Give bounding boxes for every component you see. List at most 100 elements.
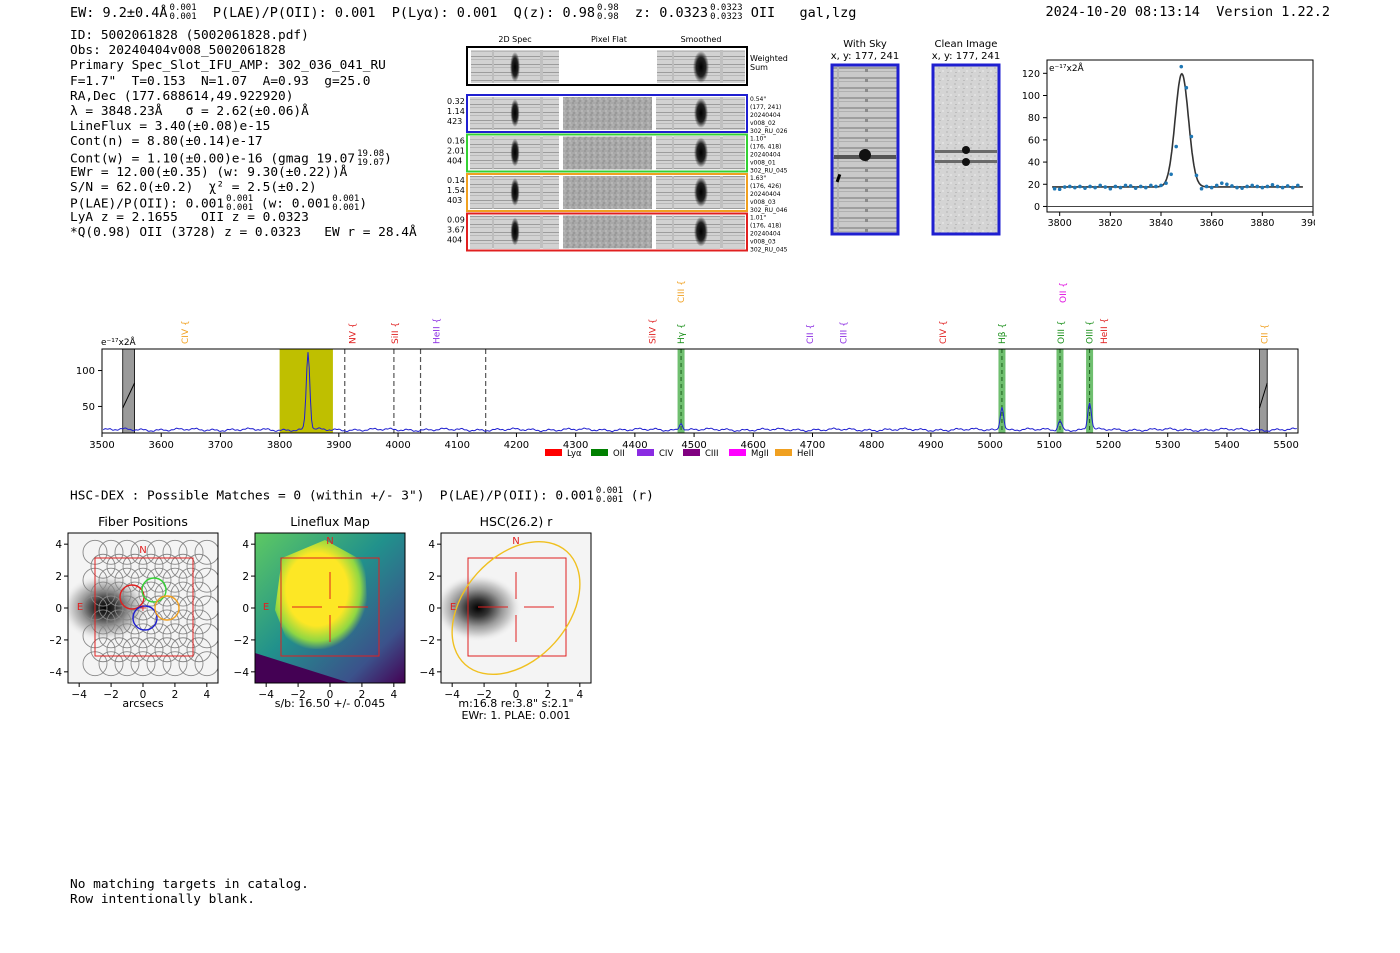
spectrum-xtick-label: 4300 (563, 440, 588, 451)
fiber-circle (98, 539, 124, 565)
hsc-image-xlabel2: EWr: 1. PLAE: 0.001 (461, 709, 570, 722)
line-fit-point (1123, 183, 1128, 188)
panel-xtick-label: −2 (476, 689, 491, 701)
cutout-row-right-label: v008_03 (750, 199, 776, 206)
panel-ytick-label: 0 (55, 603, 62, 615)
cutout-row-right-label: 1.63" (750, 175, 766, 182)
fiber-circle (178, 539, 204, 565)
line-fit-xtick-label: 3900 (1301, 218, 1315, 229)
cutout-row-right-label: 302_RU_045 (750, 168, 788, 175)
hsc-image-compass-e: E (450, 602, 456, 613)
header-class: gal,lzg (799, 5, 857, 21)
hsc-plae-err: 0.001 0.001 (596, 487, 623, 505)
line-fit-point (1214, 183, 1219, 188)
cutout-row-left-label: 404 (447, 157, 462, 166)
line-fit-point (1088, 184, 1092, 189)
panel-ytick-label: −4 (420, 667, 436, 679)
spectrum-xtick-label: 5400 (1214, 440, 1239, 451)
lineflux-map-edge (255, 653, 350, 683)
spectrum-line-marker-label: CIII { (677, 280, 687, 303)
bottom-panels: Fiber Positions + N E arcsecs −4 −2 0 2 4 4 2 0… (50, 514, 592, 722)
fiber-positions-title: Fiber Positions (98, 514, 188, 529)
info-plae: P(LAE)/P(OII): 0.001 0.001 0.001 (w: 0.001… (70, 195, 417, 213)
spectrum-legend-swatch (591, 449, 608, 456)
cutout-row-left-label: 3.67 (447, 226, 465, 235)
spectrum-line-marker-label: Hβ { (998, 323, 1008, 344)
fiber-circle (98, 567, 124, 593)
line-fit-point (1290, 185, 1295, 190)
fiber-circle (154, 581, 180, 607)
fiber-cutout-grid: 2D Spec Pixel Flat Smoothed Weighted Sum… (447, 35, 788, 254)
line-fit-point (1270, 183, 1275, 187)
sky-panels: With Sky x, y: 177, 241 Clean Image x, y… (830, 39, 1001, 236)
clean-image-xy: x, y: 177, 241 (932, 51, 1001, 62)
panel-xtick-label: 0 (140, 689, 147, 701)
line-fit-point (1108, 186, 1113, 191)
panel-xtick-label: −4 (71, 689, 87, 701)
spectrum-xtick-label: 4000 (385, 440, 410, 451)
info-lya-oii: LyA z = 2.1655 OII z = 0.0323 (70, 210, 309, 226)
line-fit-point (1169, 172, 1173, 177)
cutout-row-right-label: (177, 241) (750, 104, 781, 111)
cutout-row-left-label: 403 (447, 196, 462, 205)
panel-xtick-label: 0 (513, 689, 520, 701)
spectrum-xtick-label: 5500 (1273, 440, 1298, 451)
hsc-image-galaxy (441, 574, 522, 642)
fiber-circle (186, 637, 212, 663)
lineflux-map-ticks: −4 −2 0 2 4 4 2 0 −2 −4 (234, 539, 398, 701)
panel-ytick-label: −4 (234, 667, 250, 679)
panel-xtick-label: −2 (290, 689, 305, 701)
fiber-circle (178, 623, 204, 649)
fiber-circle (98, 623, 124, 649)
spectrum-xtick-label: 5000 (977, 440, 1002, 451)
info-best-solution: *Q(0.98) OII (3728) z = 0.0323 EW r = 28… (70, 225, 417, 241)
info-plae-mid: (w: 0.001 (253, 196, 331, 212)
info-gmag-dn: 19.07 (357, 157, 385, 168)
line-fit-point (1098, 183, 1102, 188)
line-fit-point (1093, 185, 1097, 190)
spectrum-line-marker-label: CIV { (939, 320, 949, 344)
fiber-circle (146, 623, 172, 649)
hsc-image (441, 533, 591, 683)
sum-label: Sum (750, 63, 768, 72)
cutout-row-right-label: 1.01" (750, 215, 766, 222)
line-fit-point (1052, 186, 1057, 191)
spectrum-ytick-label: 50 (82, 402, 95, 413)
line-fit-ytick-label: 20 (1028, 180, 1040, 191)
cutout-row-left-label: 2.01 (447, 147, 465, 156)
spectrum-xtick-label: 4100 (445, 440, 470, 451)
fiber-circle (122, 581, 148, 607)
line-fit-xtick-label: 3860 (1200, 218, 1224, 229)
panel-xtick-label: −4 (258, 689, 274, 701)
fiber-circle (130, 651, 156, 677)
lineflux-map-xlabel: s/b: 16.50 +/- 0.045 (275, 697, 386, 710)
fiber-circle (130, 623, 156, 649)
spectrum-xtick-label: 4500 (681, 440, 706, 451)
fiber-circle (162, 623, 188, 649)
info-plae-err: 0.001 0.001 (226, 195, 253, 213)
cutout-row-right-label: 20240404 (750, 191, 781, 198)
spectrum-legend-label: MgII (751, 449, 769, 459)
cutout-row-right-label: 20240404 (750, 231, 781, 238)
cutout-row-right-label: (176, 418) (750, 223, 781, 230)
fiber-circle (178, 567, 204, 593)
panel-ytick-label: 4 (55, 539, 62, 551)
fiber-positions-center-plus: + (139, 603, 147, 614)
spectrum-line-marker-label: NV { (348, 323, 358, 344)
fiber-circle (170, 553, 196, 579)
header-z-err: 0.0323 0.0323 (710, 4, 743, 22)
line-fit-point (1220, 181, 1224, 185)
fiber-positions-xlabel: arcsecs (122, 697, 164, 710)
cutout-row-left-label: 0.16 (447, 137, 465, 146)
fiber-positions-compass-n: N (139, 545, 146, 556)
info-params: F=1.7" T=0.153 N=1.07 A=0.93 g=25.0 (70, 73, 371, 89)
line-fit-plot: e⁻¹⁷x2Å 3800 3820 3840 3860 3880 3900 0 20 40 60 8… (1022, 59, 1315, 229)
line-fit-ytick-label: 120 (1022, 69, 1040, 80)
fiber-circle (98, 651, 124, 677)
fiber-circle (114, 651, 140, 677)
line-fit-point (1128, 184, 1133, 188)
panel-xtick-label: −4 (444, 689, 460, 701)
hsc-dex-summary: HSC-DEX : Possible Matches = 0 (within +… (70, 487, 654, 505)
fiber-circle (122, 637, 148, 663)
